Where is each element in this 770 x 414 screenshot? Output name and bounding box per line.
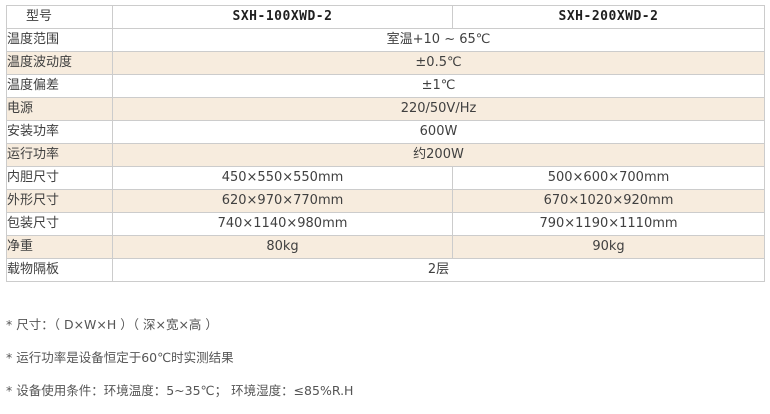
row-label: 温度波动度 <box>6 51 113 75</box>
table-row-shelves: 载物隔板 2层 <box>6 258 765 282</box>
row-label: 电源 <box>6 97 113 121</box>
row-label: 运行功率 <box>6 143 113 167</box>
row-label: 包装尺寸 <box>6 212 113 236</box>
row-value-col2: 670×1020×920mm <box>452 189 765 213</box>
footnote-operating-conditions: * 设备使用条件：环境温度：5~35℃； 环境湿度：≤85%R.H <box>6 383 354 398</box>
footnote-running-power: * 运行功率是设备恒定于60℃时实测结果 <box>6 350 234 365</box>
row-label-model: 型号 <box>6 5 113 29</box>
row-value: 室温+10 ~ 65℃ <box>112 28 765 52</box>
table-row-outer-size: 外形尺寸 620×970×770mm 670×1020×920mm <box>6 189 765 213</box>
row-value: 600W <box>112 120 765 144</box>
row-label: 温度范围 <box>6 28 113 52</box>
row-value-col1: 450×550×550mm <box>112 166 453 190</box>
row-label: 安装功率 <box>6 120 113 144</box>
row-value: 约200W <box>112 143 765 167</box>
row-value-col2: 500×600×700mm <box>452 166 765 190</box>
table-row-installed-power: 安装功率 600W <box>6 120 765 144</box>
table-row-running-power: 运行功率 约200W <box>6 143 765 167</box>
row-label: 内胆尺寸 <box>6 166 113 190</box>
table-row-net-weight: 净重 80kg 90kg <box>6 235 765 259</box>
spec-page: 型号 SXH-100XWD-2 SXH-200XWD-2 温度范围 室温+10 … <box>6 5 765 397</box>
row-label: 载物隔板 <box>6 258 113 282</box>
table-row-temp-deviation: 温度偏差 ±1℃ <box>6 74 765 98</box>
table-row-temp-range: 温度范围 室温+10 ~ 65℃ <box>6 28 765 52</box>
row-label: 外形尺寸 <box>6 189 113 213</box>
table-row-packing-size: 包装尺寸 740×1140×980mm 790×1190×1110mm <box>6 212 765 236</box>
row-value-col2: 790×1190×1110mm <box>452 212 765 236</box>
model-cell-2: SXH-200XWD-2 <box>452 5 765 29</box>
row-label: 温度偏差 <box>6 74 113 98</box>
footnote-dimensions: * 尺寸：（ D×W×H ）（ 深×宽×高 ） <box>6 317 218 332</box>
row-value-col1: 80kg <box>112 235 453 259</box>
spec-table: 型号 SXH-100XWD-2 SXH-200XWD-2 温度范围 室温+10 … <box>6 5 765 282</box>
row-value: ±0.5℃ <box>112 51 765 75</box>
row-value-col1: 620×970×770mm <box>112 189 453 213</box>
row-label: 净重 <box>6 235 113 259</box>
row-value: ±1℃ <box>112 74 765 98</box>
table-row-inner-size: 内胆尺寸 450×550×550mm 500×600×700mm <box>6 166 765 190</box>
model-cell-1: SXH-100XWD-2 <box>112 5 453 29</box>
footnotes: * 尺寸：（ D×W×H ）（ 深×宽×高 ） * 运行功率是设备恒定于60℃时… <box>6 318 764 397</box>
row-value-col1: 740×1140×980mm <box>112 212 453 236</box>
table-row-model: 型号 SXH-100XWD-2 SXH-200XWD-2 <box>6 5 765 29</box>
table-row-power-supply: 电源 220/50V/Hz <box>6 97 765 121</box>
row-value: 2层 <box>112 258 765 282</box>
row-value-col2: 90kg <box>452 235 765 259</box>
row-value: 220/50V/Hz <box>112 97 765 121</box>
table-row-temp-fluctuation: 温度波动度 ±0.5℃ <box>6 51 765 75</box>
